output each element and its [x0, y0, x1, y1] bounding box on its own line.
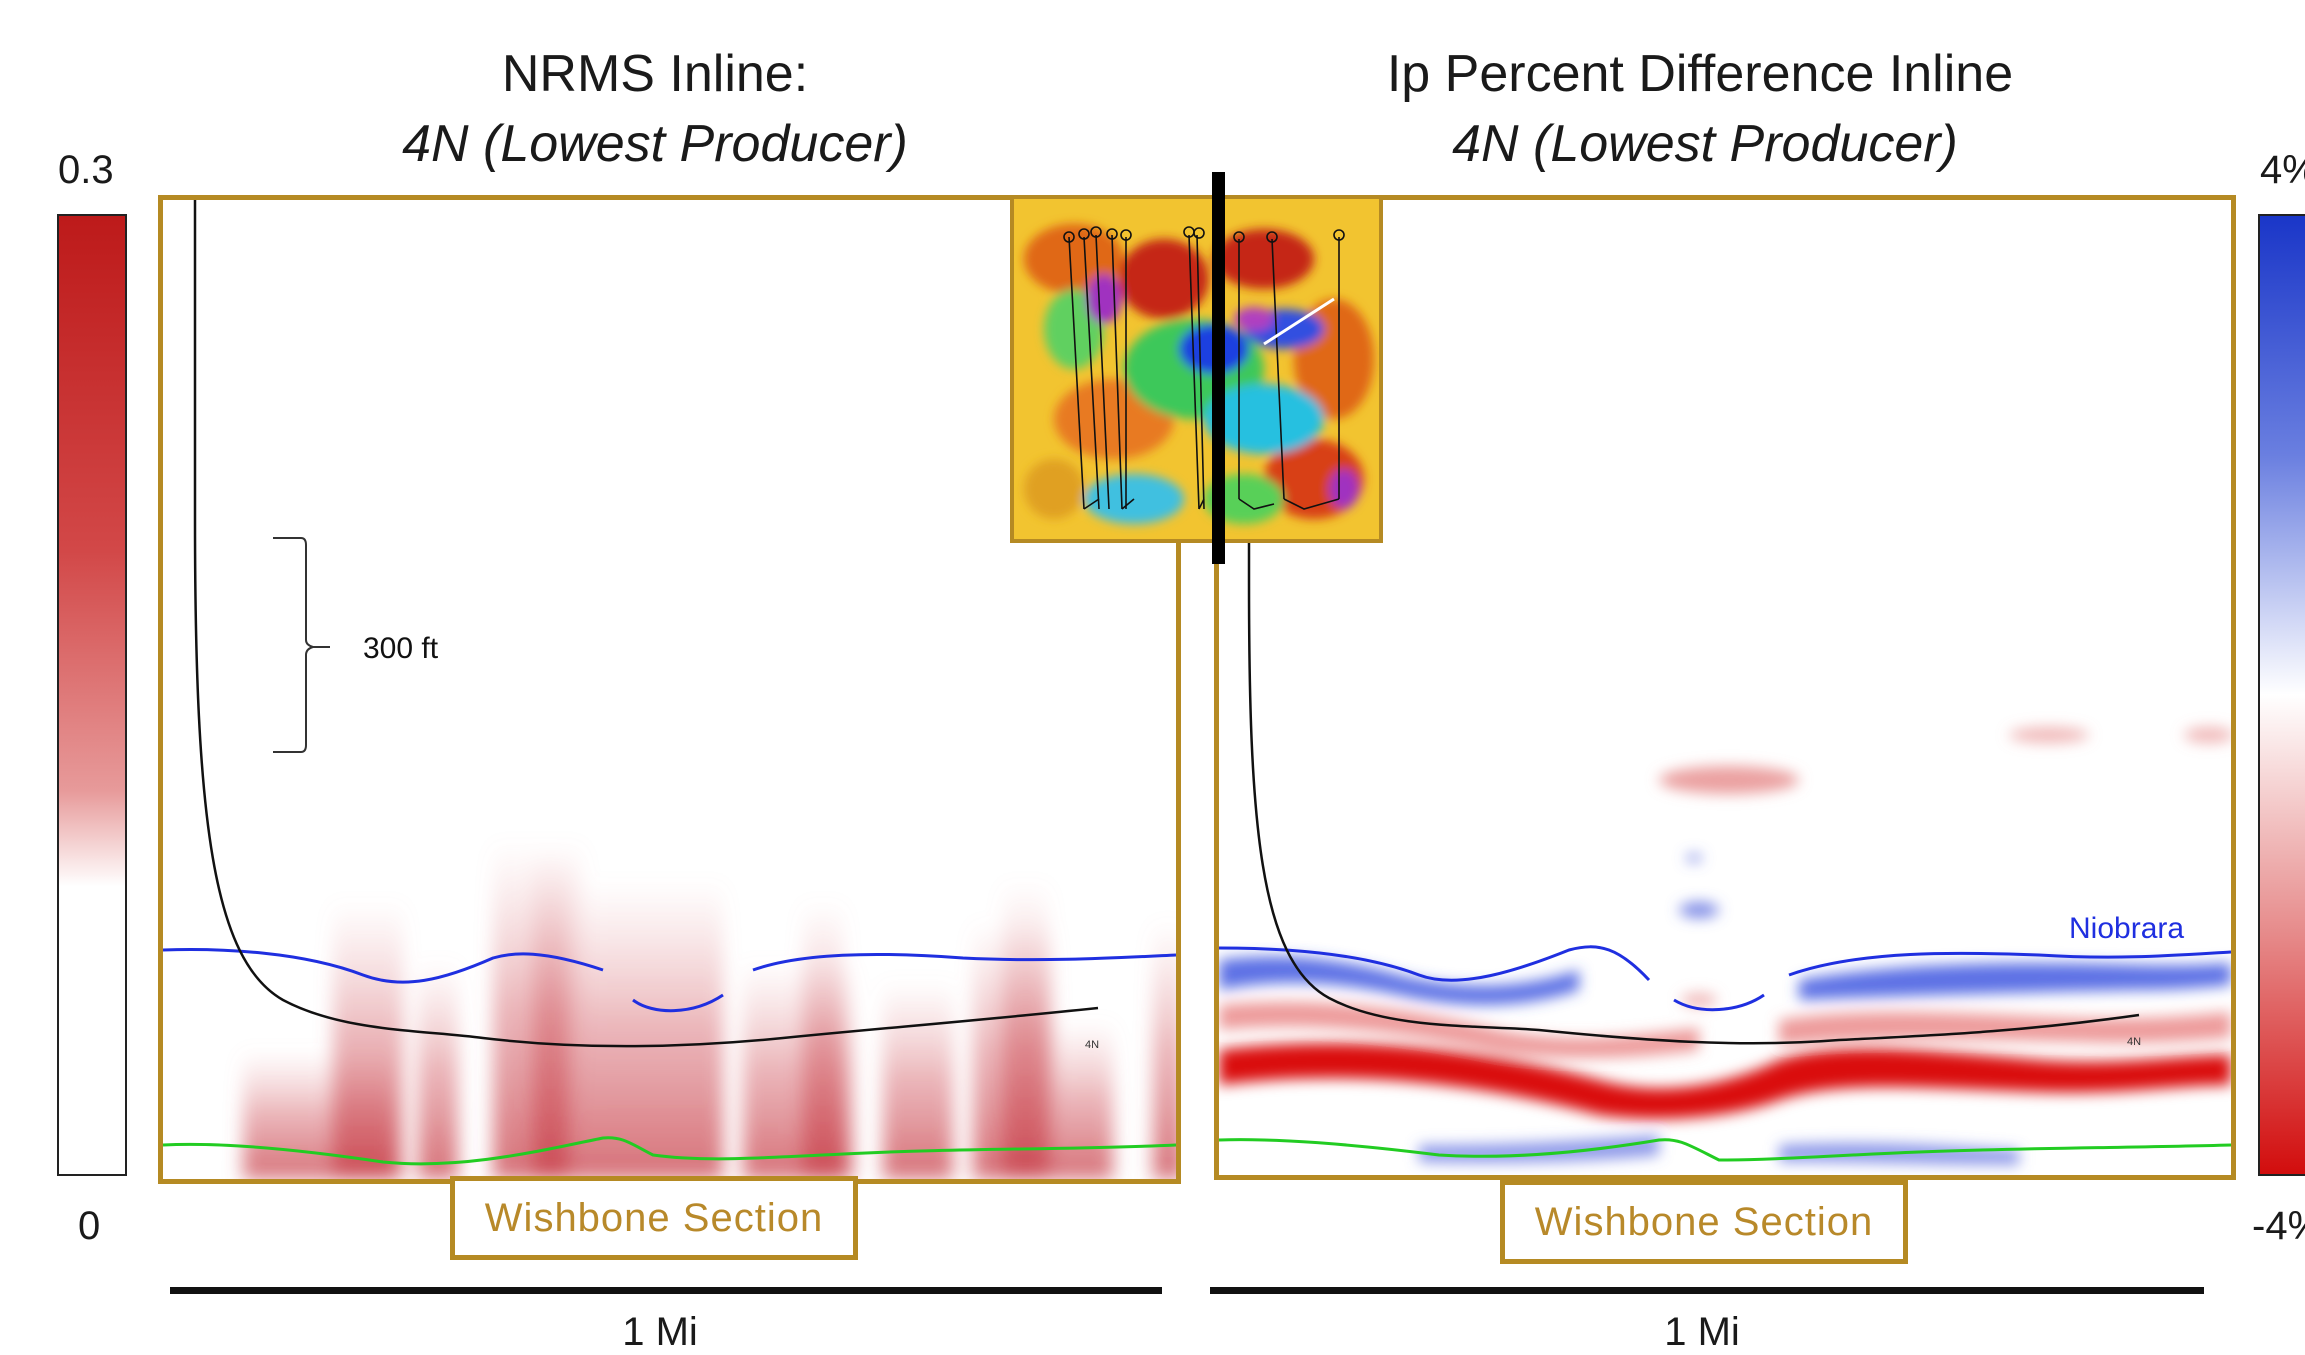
map-inset: [1010, 195, 1383, 543]
left-wishbone-label: Wishbone Section: [450, 1176, 858, 1260]
right-title-line2: 4N (Lowest Producer): [1452, 115, 1958, 173]
nrms-green-horizon: [163, 1136, 1176, 1166]
inline-marker: [1212, 172, 1225, 564]
left-title-line1: NRMS Inline:: [501, 45, 809, 103]
nrms-section: 4N 300 ft: [163, 200, 1176, 1179]
nrms-wellpath: [193, 200, 1099, 1048]
niobrara-label: Niobrara: [2069, 912, 2184, 945]
scale-label: 300 ft: [363, 632, 439, 665]
left-colorbar: [57, 214, 127, 1176]
right-scale-bar-label: 1 Mi: [1664, 1310, 1740, 1354]
attribute-map: [1014, 199, 1379, 539]
scale-brace: [273, 537, 317, 753]
ip-well-label: 4N: [2127, 1036, 2141, 1048]
right-colorbar: [2258, 214, 2305, 1176]
ip-anomalies: [1219, 727, 2231, 1165]
left-colorbar-max-label: 0.3: [58, 148, 114, 192]
left-colorbar-min-label: 0: [78, 1204, 101, 1248]
ip-wellpath: [1247, 200, 2140, 1045]
right-wishbone-label: Wishbone Section: [1500, 1180, 1908, 1264]
ip-green-horizon: [1219, 1138, 2231, 1162]
left-scale-bar-label: 1 Mi: [622, 1310, 698, 1354]
nrms-blue-horizon: [163, 948, 1176, 1013]
nrms-well-label: 4N: [1085, 1039, 1099, 1051]
ip-difference-panel: 4N Niobrara: [1214, 195, 2236, 1180]
left-title-line2: 4N (Lowest Producer): [402, 115, 908, 173]
right-scale-bar: [1210, 1287, 2204, 1294]
nrms-anomalies: [243, 840, 1176, 1179]
ip-blue-horizon: [1219, 945, 2231, 1012]
ip-difference-section: 4N Niobrara: [1219, 200, 2231, 1165]
map-well-paths: [1063, 226, 1345, 510]
right-colorbar-min-label: -4%: [2252, 1204, 2305, 1248]
left-scale-bar: [170, 1287, 1162, 1294]
right-colorbar-max-label: 4%: [2260, 148, 2305, 192]
right-title-line1: Ip Percent Difference Inline: [1386, 45, 2014, 103]
